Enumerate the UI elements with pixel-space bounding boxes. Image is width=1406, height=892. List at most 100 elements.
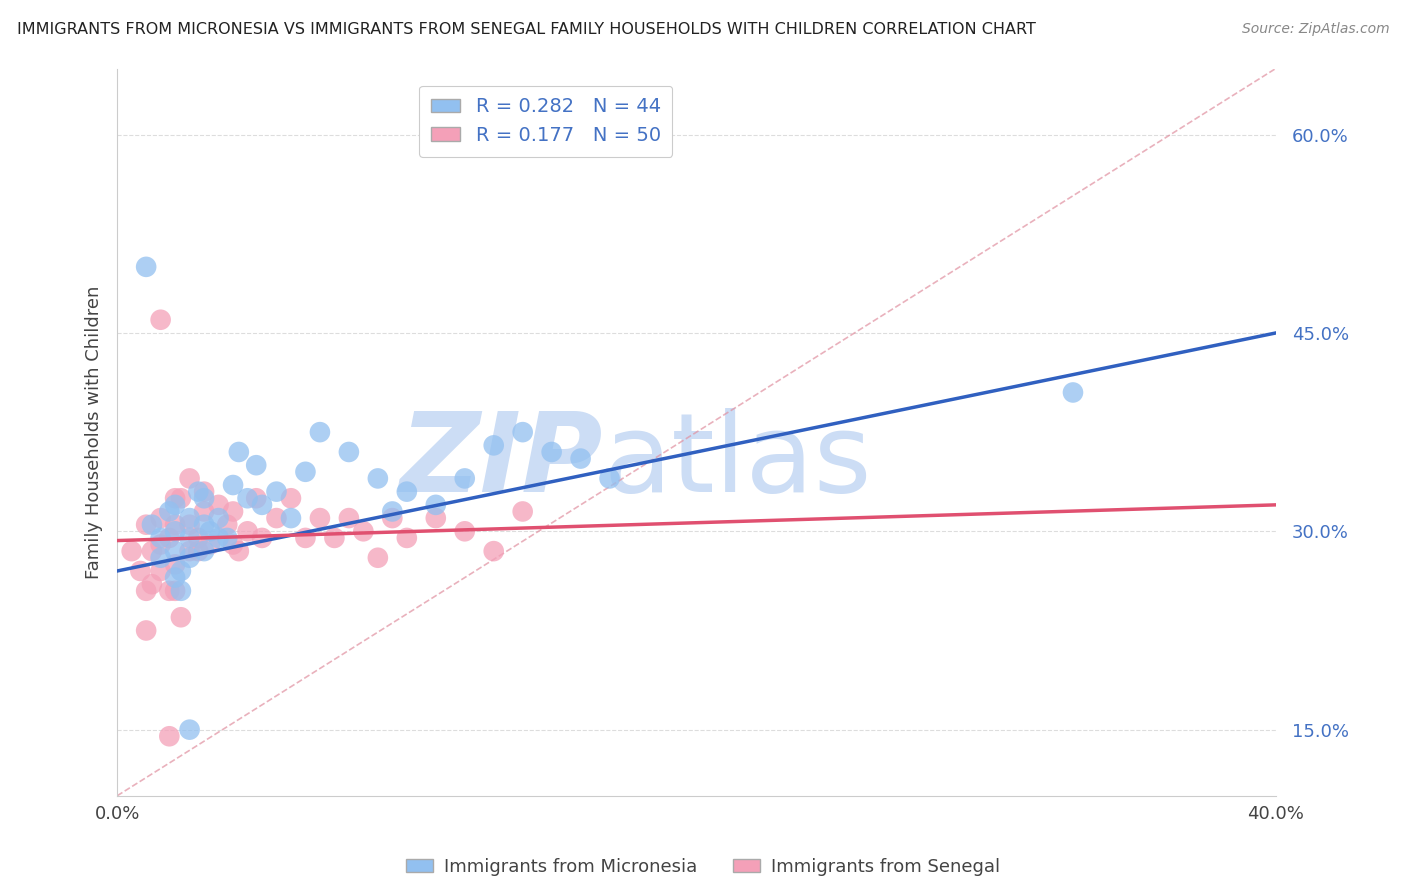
Point — [129, 564, 152, 578]
Point — [179, 544, 201, 558]
Legend: R = 0.282   N = 44, R = 0.177   N = 50: R = 0.282 N = 44, R = 0.177 N = 50 — [419, 86, 672, 157]
Point — [187, 544, 209, 558]
Point — [179, 723, 201, 737]
Y-axis label: Family Households with Children: Family Households with Children — [86, 285, 103, 579]
Point — [135, 624, 157, 638]
Point — [207, 531, 229, 545]
Point — [121, 544, 143, 558]
Point — [179, 517, 201, 532]
Point — [187, 531, 209, 545]
Point — [482, 544, 505, 558]
Point — [512, 504, 534, 518]
Point — [236, 491, 259, 506]
Text: Source: ZipAtlas.com: Source: ZipAtlas.com — [1241, 22, 1389, 37]
Point — [157, 729, 180, 743]
Point — [454, 524, 477, 539]
Point — [207, 511, 229, 525]
Point — [149, 531, 172, 545]
Point — [222, 504, 245, 518]
Point — [236, 524, 259, 539]
Point — [187, 484, 209, 499]
Point — [280, 491, 302, 506]
Point — [207, 498, 229, 512]
Point — [165, 524, 187, 539]
Point — [135, 583, 157, 598]
Point — [179, 471, 201, 485]
Point — [395, 484, 418, 499]
Point — [198, 524, 221, 539]
Point — [245, 491, 267, 506]
Point — [157, 531, 180, 545]
Point — [250, 498, 273, 512]
Point — [367, 550, 389, 565]
Point — [193, 504, 215, 518]
Point — [135, 260, 157, 274]
Point — [337, 511, 360, 525]
Point — [170, 564, 193, 578]
Point — [179, 511, 201, 525]
Text: atlas: atlas — [603, 408, 872, 515]
Point — [170, 610, 193, 624]
Point — [337, 445, 360, 459]
Point — [1062, 385, 1084, 400]
Point — [425, 498, 447, 512]
Point — [217, 517, 239, 532]
Point — [266, 511, 288, 525]
Point — [198, 537, 221, 551]
Point — [170, 583, 193, 598]
Point — [149, 312, 172, 326]
Point — [381, 504, 404, 518]
Point — [250, 531, 273, 545]
Point — [165, 583, 187, 598]
Point — [323, 531, 346, 545]
Point — [425, 511, 447, 525]
Point — [165, 558, 187, 572]
Point — [294, 465, 316, 479]
Point — [245, 458, 267, 473]
Point — [165, 517, 187, 532]
Point — [149, 564, 172, 578]
Point — [280, 511, 302, 525]
Point — [165, 571, 187, 585]
Point — [454, 471, 477, 485]
Point — [165, 491, 187, 506]
Point — [179, 531, 201, 545]
Point — [193, 491, 215, 506]
Point — [157, 504, 180, 518]
Point — [157, 583, 180, 598]
Point — [149, 537, 172, 551]
Point — [165, 498, 187, 512]
Point — [170, 491, 193, 506]
Point — [309, 425, 332, 439]
Point — [141, 544, 163, 558]
Point — [266, 484, 288, 499]
Point — [135, 517, 157, 532]
Point — [381, 511, 404, 525]
Point — [222, 537, 245, 551]
Point — [149, 511, 172, 525]
Point — [179, 550, 201, 565]
Point — [367, 471, 389, 485]
Point — [395, 531, 418, 545]
Point — [165, 544, 187, 558]
Point — [141, 517, 163, 532]
Point — [217, 531, 239, 545]
Point — [141, 577, 163, 591]
Legend: Immigrants from Micronesia, Immigrants from Senegal: Immigrants from Micronesia, Immigrants f… — [399, 851, 1007, 883]
Point — [228, 544, 250, 558]
Point — [352, 524, 374, 539]
Point — [294, 531, 316, 545]
Point — [482, 438, 505, 452]
Point — [228, 445, 250, 459]
Point — [222, 478, 245, 492]
Point — [193, 544, 215, 558]
Point — [599, 471, 621, 485]
Point — [149, 550, 172, 565]
Point — [193, 484, 215, 499]
Point — [193, 517, 215, 532]
Text: IMMIGRANTS FROM MICRONESIA VS IMMIGRANTS FROM SENEGAL FAMILY HOUSEHOLDS WITH CHI: IMMIGRANTS FROM MICRONESIA VS IMMIGRANTS… — [17, 22, 1036, 37]
Point — [309, 511, 332, 525]
Point — [569, 451, 592, 466]
Point — [512, 425, 534, 439]
Text: ZIP: ZIP — [401, 408, 603, 515]
